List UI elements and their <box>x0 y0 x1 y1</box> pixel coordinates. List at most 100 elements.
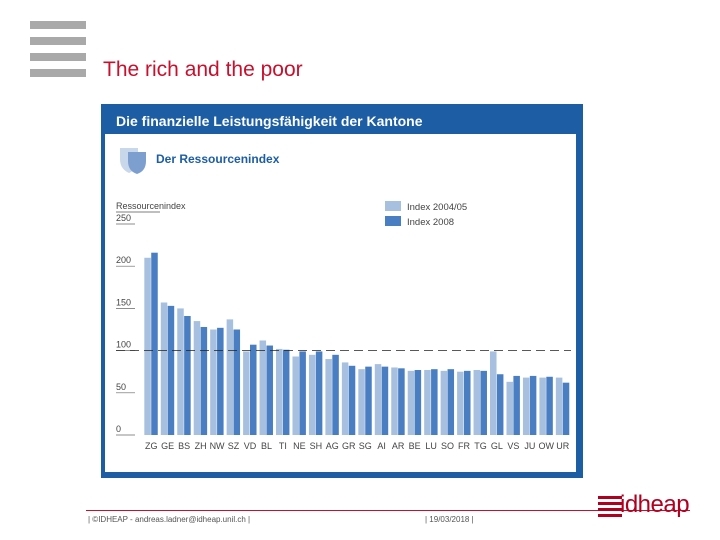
bar-2008 <box>151 252 158 435</box>
bar-2008 <box>299 351 306 435</box>
bar-chart: Ressourcenindex 0 50 100 150 200 250 ZG GE BS ZH NW… <box>116 201 571 451</box>
bar-2004-05 <box>144 257 151 435</box>
bar-2004-05 <box>160 302 168 435</box>
bar-2004-05 <box>177 308 184 435</box>
bar-2004-05 <box>210 329 217 435</box>
chart-subtitle: Der Ressourcenindex <box>156 152 280 166</box>
chart-panel: Der Ressourcenindex Ressourcenindex 0 50 10… <box>105 134 576 472</box>
bar-2004-05 <box>358 369 365 435</box>
x-tick-label: BS <box>178 441 190 451</box>
bar-2008 <box>513 375 520 435</box>
footer-date: | 19/03/2018 | <box>425 515 474 524</box>
bar-2008 <box>167 305 175 435</box>
x-tick-label: AI <box>377 441 386 451</box>
x-tick-label: AG <box>326 441 339 451</box>
chart-title: Die finanzielle Leistungsfähigkeit der K… <box>116 113 423 129</box>
footer-divider <box>86 510 690 511</box>
bar-2004-05 <box>555 377 563 435</box>
legend-label: Index 2004/05 <box>407 202 467 213</box>
bar-2008 <box>447 369 455 435</box>
y-tick-label: 200 <box>116 255 131 265</box>
x-tick-label: NE <box>293 441 306 451</box>
bar-2008 <box>250 344 257 435</box>
x-tick-label: SH <box>310 441 323 451</box>
bar-2004-05 <box>292 356 299 435</box>
bar-2008 <box>464 370 471 435</box>
idheap-logo: idheap <box>620 491 690 518</box>
slide-title: The rich and the poor <box>103 58 303 81</box>
y-tick-label: 50 <box>116 382 126 392</box>
x-tick-label: TG <box>474 441 487 451</box>
legend-swatch <box>385 201 401 211</box>
x-tick-label: BE <box>409 441 421 451</box>
bar-2008 <box>546 376 553 435</box>
legend-swatch <box>385 216 401 226</box>
bar-2008 <box>282 349 290 435</box>
bar-2004-05 <box>440 370 448 435</box>
bar-2004-05 <box>407 370 415 435</box>
bar-2004-05 <box>374 364 382 435</box>
bar-2008 <box>381 366 389 435</box>
menu-bars-decoration <box>30 21 86 85</box>
bar-2004-05 <box>325 359 332 435</box>
bar-2008 <box>315 351 323 435</box>
legend-label: Index 2008 <box>407 217 454 228</box>
bar-2004-05 <box>276 348 283 435</box>
x-tick-label: LU <box>425 441 437 451</box>
x-tick-label: JU <box>524 441 535 451</box>
bar-2008 <box>496 374 504 435</box>
y-tick-label: 150 <box>116 297 131 307</box>
x-tick-label: VD <box>244 441 257 451</box>
bar-2004-05 <box>473 370 481 435</box>
x-tick-label: ZH <box>195 441 207 451</box>
bar-2008 <box>398 368 405 435</box>
bar-2004-05 <box>193 321 201 435</box>
bar-2008 <box>414 370 422 435</box>
y-axis-label: Ressourcenindex <box>116 201 186 211</box>
x-tick-label: SO <box>441 441 454 451</box>
x-tick-label: SZ <box>228 441 240 451</box>
bar-2008 <box>217 327 224 435</box>
x-tick-label: GE <box>161 441 174 451</box>
bar-2004-05 <box>506 381 513 435</box>
bar-2004-05 <box>424 370 431 435</box>
bar-2004-05 <box>539 377 546 435</box>
x-tick-label: UR <box>556 441 569 451</box>
x-tick-label: ZG <box>145 441 158 451</box>
bar-2008 <box>365 366 372 435</box>
bar-2008 <box>184 315 191 435</box>
logo-mark-icon <box>598 496 622 520</box>
chart-figure: Die finanzielle Leistungsfähigkeit der K… <box>101 104 583 478</box>
x-tick-label: GR <box>342 441 356 451</box>
x-tick-label: FR <box>458 441 470 451</box>
bar-2004-05 <box>457 371 464 435</box>
y-tick-label: 0 <box>116 424 121 434</box>
x-tick-label: NW <box>210 441 225 451</box>
y-tick-label: 250 <box>116 213 131 223</box>
bar-2008 <box>233 329 241 435</box>
bar-2004-05 <box>259 340 267 435</box>
bar-2004-05 <box>522 377 530 435</box>
bar-2004-05 <box>308 354 316 435</box>
bar-2008 <box>562 382 570 435</box>
bar-2004-05 <box>341 362 349 435</box>
footer-copyright: | ©IDHEAP - andreas.ladner@idheap.unil.c… <box>88 515 251 524</box>
x-tick-label: VS <box>507 441 519 451</box>
x-tick-label: SG <box>359 441 372 451</box>
x-tick-label: GL <box>491 441 503 451</box>
bar-2008 <box>332 354 339 435</box>
bar-2008 <box>348 365 356 435</box>
bar-2004-05 <box>391 367 398 435</box>
bar-2008 <box>431 369 438 435</box>
bar-2008 <box>529 375 537 435</box>
bar-2004-05 <box>226 319 234 435</box>
bar-2004-05 <box>243 351 250 435</box>
bar-2008 <box>480 370 487 435</box>
bar-2004-05 <box>490 351 497 435</box>
y-tick-label: 100 <box>116 340 131 350</box>
x-tick-label: BL <box>261 441 272 451</box>
bar-2008 <box>266 345 273 435</box>
x-tick-label: TI <box>279 441 287 451</box>
shield-icon <box>120 148 146 174</box>
x-tick-label: AR <box>392 441 405 451</box>
